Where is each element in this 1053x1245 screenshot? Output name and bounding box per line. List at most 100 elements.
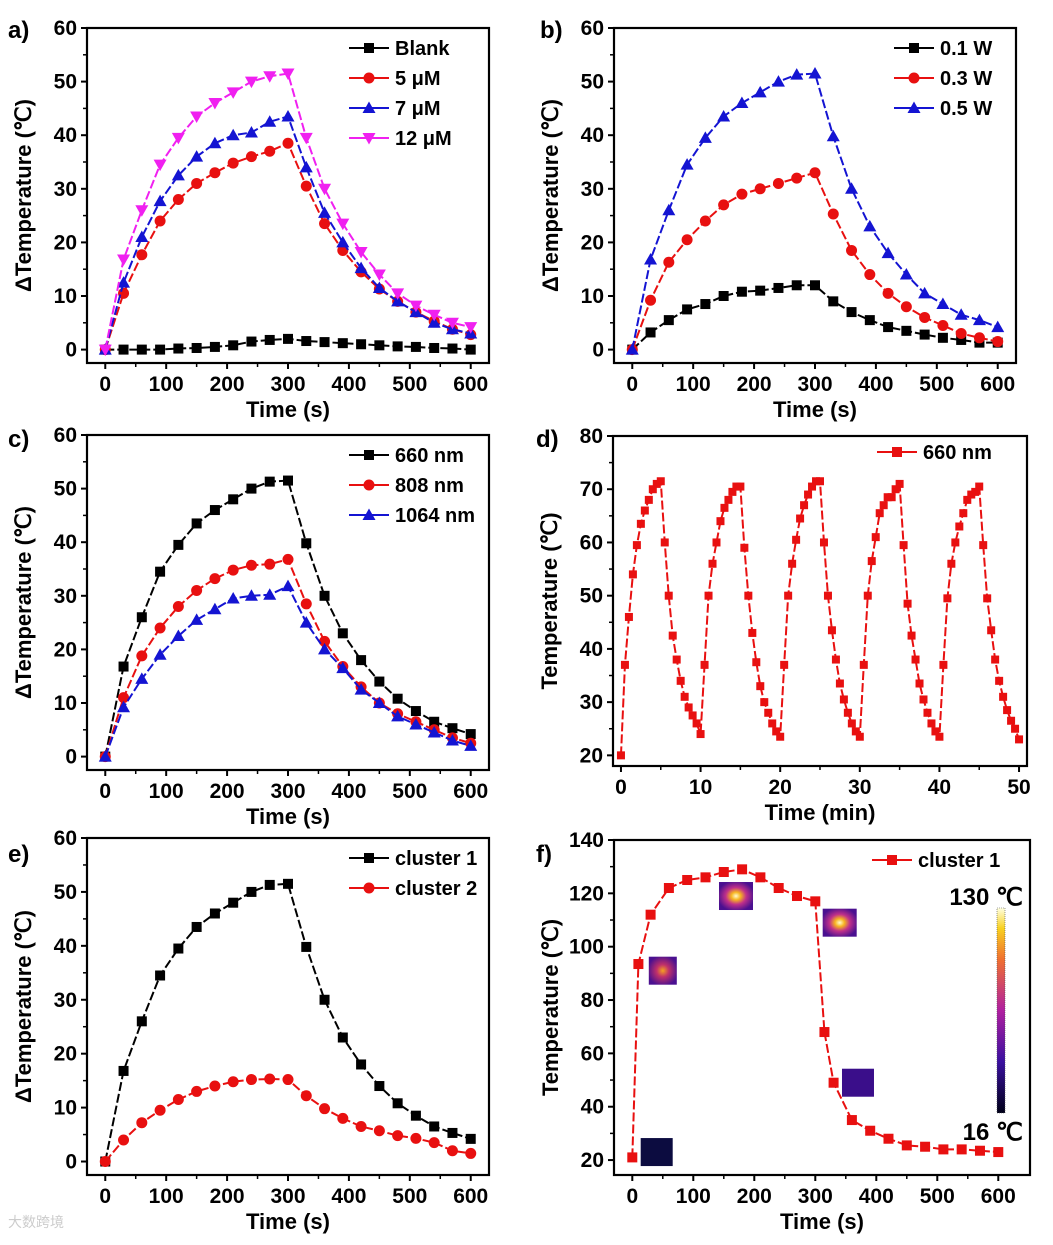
y-tick-label: 60	[581, 1042, 604, 1065]
y-tick-label: 10	[54, 1097, 77, 1120]
panel-label: d)	[536, 426, 559, 453]
panel-e: e) 0 100 200 300 400 500 600 0 10 20 30 40 50 60 Time (…	[8, 827, 491, 1234]
x-tick-label: 300	[270, 373, 305, 396]
data-point	[907, 631, 916, 640]
y-tick-label: 30	[581, 178, 604, 201]
series-line	[104, 882, 472, 1162]
x-tick-label: 100	[149, 373, 184, 396]
legend-label: 0.5 W	[940, 98, 992, 120]
data-point	[776, 732, 785, 741]
data-point	[154, 215, 166, 227]
data-point	[136, 1016, 147, 1027]
data-point	[117, 700, 131, 713]
legend-item: 7 μM	[349, 98, 441, 120]
data-point	[699, 215, 711, 227]
data-point	[963, 495, 972, 504]
y-tick-label: 20	[54, 231, 77, 254]
data-point	[355, 1120, 367, 1132]
data-point	[446, 1145, 458, 1157]
data-point	[628, 570, 637, 579]
data-point	[136, 344, 147, 355]
legend-label: 660 nm	[395, 445, 464, 467]
panel-b: b) 0 100 200 300 400 500 600 0 10 20 30 40 50 60 Time (…	[538, 17, 1018, 422]
data-point	[465, 1147, 477, 1159]
data-point	[429, 342, 440, 353]
data-point	[153, 194, 167, 207]
y-tick-label: 100	[569, 936, 604, 959]
data-point	[244, 76, 258, 89]
data-point	[464, 739, 478, 751]
y-tick-label: 60	[580, 531, 603, 554]
data-point	[245, 559, 257, 571]
data-point	[209, 341, 220, 352]
data-point	[300, 598, 312, 610]
data-point	[633, 959, 644, 970]
y-tick-label: 50	[580, 585, 603, 608]
series-line	[631, 868, 999, 1158]
x-tick-label: 40	[928, 776, 951, 799]
data-point	[624, 612, 633, 621]
data-point	[826, 129, 840, 142]
y-tick-label: 40	[581, 124, 604, 147]
legend-marker	[364, 43, 374, 53]
data-point	[954, 308, 968, 320]
data-point	[656, 477, 665, 486]
data-point	[772, 727, 781, 736]
data-point	[136, 249, 148, 261]
y-tick-label: 140	[569, 829, 604, 852]
data-point	[283, 333, 293, 344]
panel-d: d) 0 10 20 30 40 50 20 30 40 50 60 70 80 Time (min) Tem…	[536, 425, 1031, 825]
data-point	[155, 344, 166, 355]
y-tick-label: 40	[54, 124, 77, 147]
y-tick-label: 20	[580, 744, 603, 767]
data-point	[718, 199, 730, 211]
data-point	[627, 1152, 638, 1163]
series-cluster-1	[100, 878, 476, 1167]
x-tick-label: 200	[737, 373, 772, 396]
series-660-nm	[100, 475, 476, 762]
data-point	[692, 719, 701, 728]
data-point	[773, 883, 784, 894]
legend-marker	[362, 101, 376, 113]
data-point	[717, 109, 731, 122]
y-axis-label: ΔTemperature (℃)	[11, 910, 36, 1103]
data-point	[245, 151, 257, 163]
y-axis-label: Temperature (℃)	[537, 512, 562, 689]
data-point	[283, 878, 293, 889]
y-tick-label: 10	[54, 692, 77, 715]
series-5-μm	[99, 137, 477, 356]
data-point	[428, 1137, 440, 1149]
data-point	[227, 157, 239, 169]
x-tick-label: 600	[980, 373, 1015, 396]
data-point	[752, 658, 761, 667]
data-point	[246, 336, 257, 347]
y-tick-label: 20	[54, 638, 77, 661]
y-tick-label: 30	[54, 178, 77, 201]
data-point	[823, 591, 832, 600]
data-point	[336, 661, 350, 674]
legend-marker	[887, 855, 897, 865]
data-point	[209, 505, 220, 516]
x-tick-label: 500	[920, 1185, 955, 1208]
data-point	[740, 543, 749, 552]
data-point	[300, 1090, 312, 1102]
data-point	[135, 230, 149, 243]
legend-marker	[363, 882, 375, 894]
data-point	[191, 1085, 203, 1097]
data-point	[283, 475, 293, 486]
colorbar	[996, 907, 1006, 1114]
legend-label: 808 nm	[395, 475, 464, 497]
data-point	[956, 334, 967, 345]
data-point	[682, 875, 693, 886]
data-point	[808, 67, 822, 79]
data-point	[1011, 724, 1020, 733]
data-point	[636, 519, 645, 528]
data-point	[736, 482, 745, 491]
data-point	[118, 1134, 130, 1146]
data-point	[843, 708, 852, 717]
data-point	[392, 693, 403, 704]
data-point	[891, 485, 900, 494]
data-point	[356, 339, 367, 350]
data-point	[716, 517, 725, 526]
data-point	[871, 533, 880, 542]
